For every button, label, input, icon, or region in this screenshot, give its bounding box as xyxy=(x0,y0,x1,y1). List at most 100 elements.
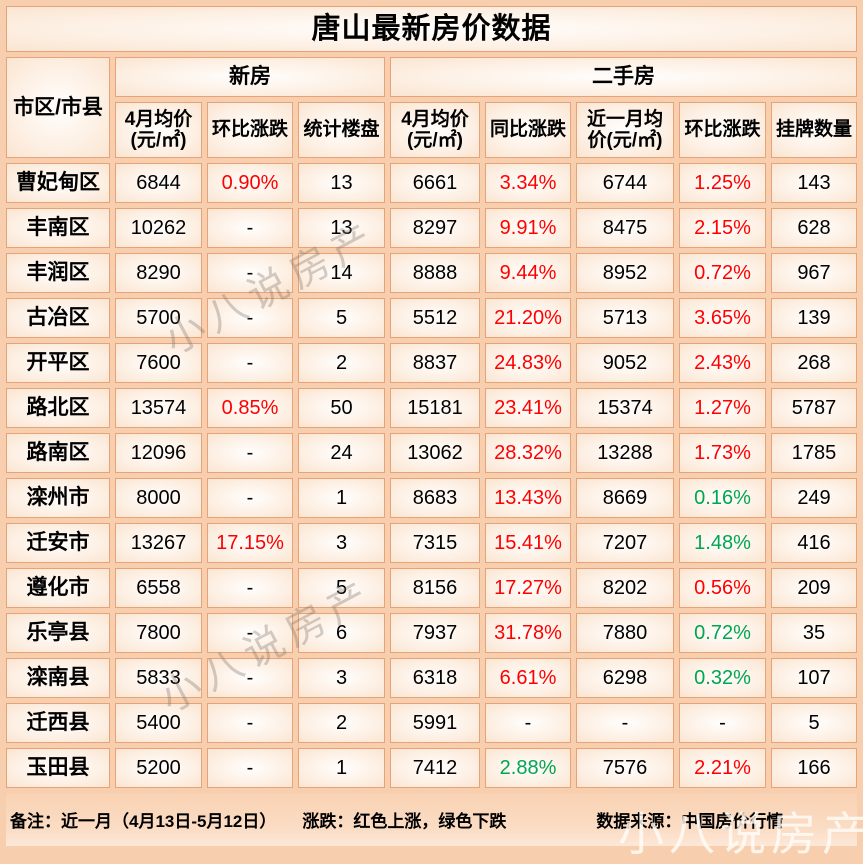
region-cell: 滦南县 xyxy=(6,658,110,698)
data-cell: 15374 xyxy=(576,388,674,428)
data-cell: 8202 xyxy=(576,568,674,608)
data-cell: 8297 xyxy=(390,208,480,248)
data-cell: 13267 xyxy=(115,523,202,563)
data-cell: - xyxy=(576,703,674,743)
region-cell: 乐亭县 xyxy=(6,613,110,653)
data-cell: 5512 xyxy=(390,298,480,338)
data-cell: 209 xyxy=(771,568,857,608)
data-cell: - xyxy=(207,613,293,653)
data-cell: - xyxy=(207,568,293,608)
data-cell: 5 xyxy=(771,703,857,743)
data-cell: 7315 xyxy=(390,523,480,563)
data-cell: 166 xyxy=(771,748,857,788)
data-cell: 967 xyxy=(771,253,857,293)
column-header-2: 统计楼盘 xyxy=(298,102,385,158)
data-cell: 6298 xyxy=(576,658,674,698)
page-title: 唐山最新房价数据 xyxy=(6,6,857,52)
data-cell: 1 xyxy=(298,748,385,788)
region-cell: 开平区 xyxy=(6,343,110,383)
data-cell: 13.43% xyxy=(485,478,571,518)
data-cell: - xyxy=(207,658,293,698)
region-cell: 曹妃甸区 xyxy=(6,163,110,203)
data-cell: 17.15% xyxy=(207,523,293,563)
data-cell: 5787 xyxy=(771,388,857,428)
data-cell: 3.34% xyxy=(485,163,571,203)
data-cell: 249 xyxy=(771,478,857,518)
data-cell: 13 xyxy=(298,208,385,248)
data-cell: 3.65% xyxy=(679,298,766,338)
data-cell: 8888 xyxy=(390,253,480,293)
data-cell: 5991 xyxy=(390,703,480,743)
column-header-5: 近一月均 价(元/㎡) xyxy=(576,102,674,158)
region-column-header: 市区/市县 xyxy=(6,57,110,158)
column-header-6: 环比涨跌 xyxy=(679,102,766,158)
data-cell: 9052 xyxy=(576,343,674,383)
data-cell: 15181 xyxy=(390,388,480,428)
price-table: 唐山最新房价数据 市区/市县 新房 二手房 4月均价 (元/㎡) 环比涨跌 统计楼盘 4… xyxy=(6,6,857,788)
data-cell: 139 xyxy=(771,298,857,338)
data-cell: - xyxy=(207,343,293,383)
data-cell: 0.85% xyxy=(207,388,293,428)
data-cell: 2.43% xyxy=(679,343,766,383)
data-cell: 5700 xyxy=(115,298,202,338)
data-cell: 13062 xyxy=(390,433,480,473)
data-cell: 1.48% xyxy=(679,523,766,563)
footer-note: 备注：近一月（4月13日-5月12日） xyxy=(10,812,277,831)
data-cell: 8000 xyxy=(115,478,202,518)
data-cell: 8156 xyxy=(390,568,480,608)
region-cell: 迁西县 xyxy=(6,703,110,743)
data-cell: 7937 xyxy=(390,613,480,653)
data-cell: 17.27% xyxy=(485,568,571,608)
data-cell: 1 xyxy=(298,478,385,518)
data-cell: 0.90% xyxy=(207,163,293,203)
data-cell: 0.16% xyxy=(679,478,766,518)
data-cell: - xyxy=(485,703,571,743)
data-cell: 628 xyxy=(771,208,857,248)
data-cell: 31.78% xyxy=(485,613,571,653)
data-cell: 1785 xyxy=(771,433,857,473)
region-cell: 路南区 xyxy=(6,433,110,473)
data-cell: 13574 xyxy=(115,388,202,428)
data-cell: 8683 xyxy=(390,478,480,518)
data-cell: - xyxy=(207,208,293,248)
data-cell: - xyxy=(207,433,293,473)
data-cell: 416 xyxy=(771,523,857,563)
column-header-1: 环比涨跌 xyxy=(207,102,293,158)
data-cell: - xyxy=(207,298,293,338)
group-header-new-homes: 新房 xyxy=(115,57,385,97)
data-cell: 0.32% xyxy=(679,658,766,698)
data-cell: 6744 xyxy=(576,163,674,203)
data-cell: 12096 xyxy=(115,433,202,473)
region-cell: 丰南区 xyxy=(6,208,110,248)
data-cell: 2.15% xyxy=(679,208,766,248)
column-header-0: 4月均价 (元/㎡) xyxy=(115,102,202,158)
data-cell: 3 xyxy=(298,523,385,563)
data-cell: 0.72% xyxy=(679,253,766,293)
data-cell: 0.56% xyxy=(679,568,766,608)
data-cell: 5 xyxy=(298,568,385,608)
data-cell: 9.91% xyxy=(485,208,571,248)
region-cell: 古冶区 xyxy=(6,298,110,338)
data-cell: 7800 xyxy=(115,613,202,653)
data-cell: 23.41% xyxy=(485,388,571,428)
data-cell: 8290 xyxy=(115,253,202,293)
region-cell: 迁安市 xyxy=(6,523,110,563)
data-cell: 1.27% xyxy=(679,388,766,428)
data-cell: - xyxy=(207,703,293,743)
data-cell: 10262 xyxy=(115,208,202,248)
data-cell: 8837 xyxy=(390,343,480,383)
data-cell: - xyxy=(207,478,293,518)
data-cell: 13288 xyxy=(576,433,674,473)
data-cell: 24 xyxy=(298,433,385,473)
data-cell: 50 xyxy=(298,388,385,428)
data-cell: 7412 xyxy=(390,748,480,788)
group-header-secondhand-homes: 二手房 xyxy=(390,57,857,97)
data-cell: 9.44% xyxy=(485,253,571,293)
data-cell: 14 xyxy=(298,253,385,293)
data-cell: 6.61% xyxy=(485,658,571,698)
column-header-4: 同比涨跌 xyxy=(485,102,571,158)
data-cell: 1.25% xyxy=(679,163,766,203)
data-cell: 6661 xyxy=(390,163,480,203)
data-cell: 143 xyxy=(771,163,857,203)
